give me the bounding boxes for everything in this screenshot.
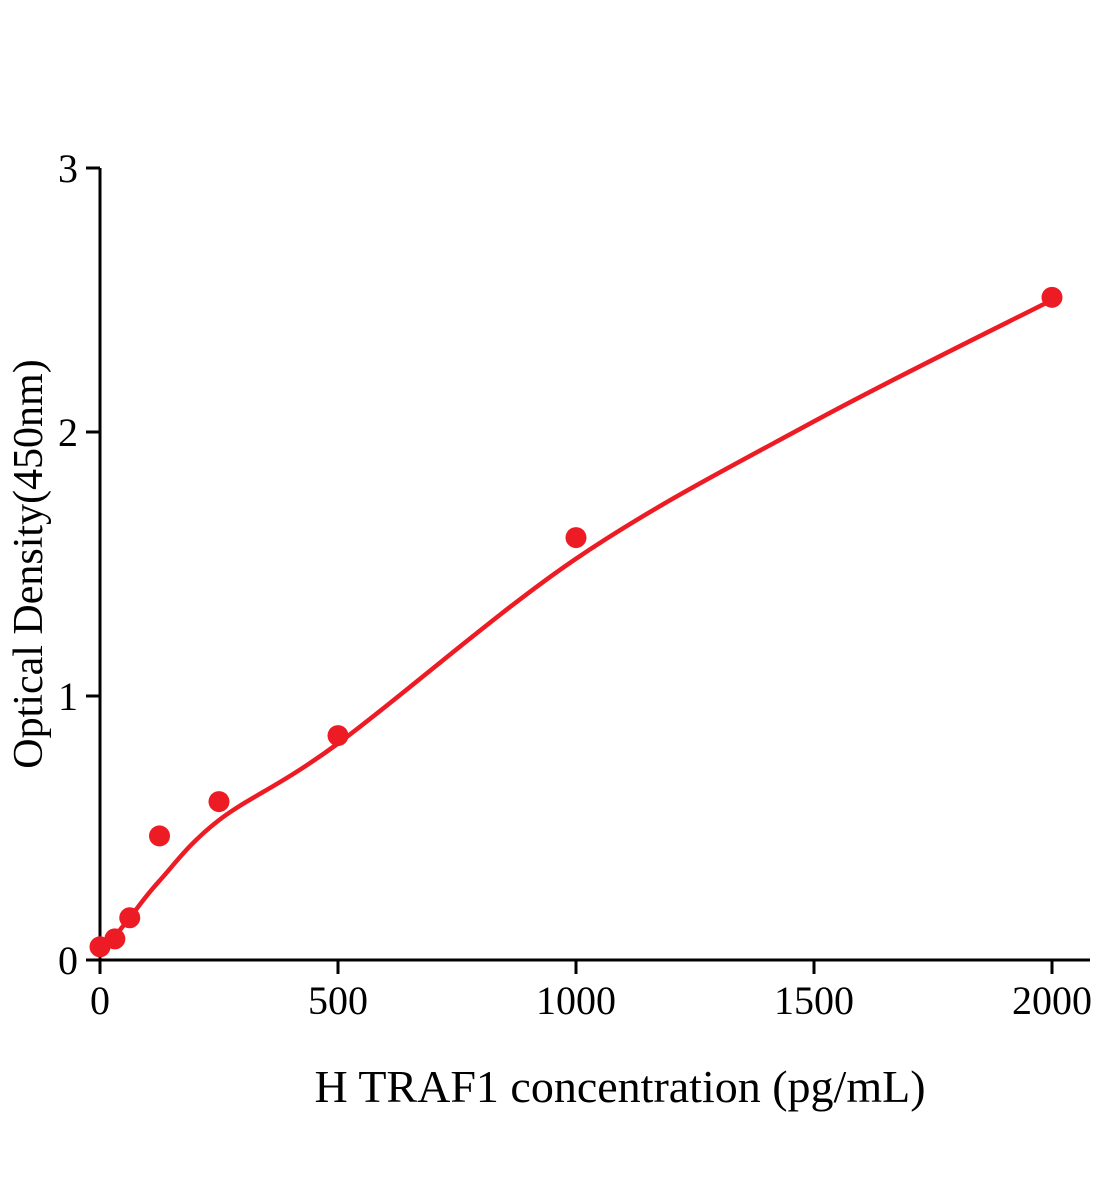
x-tick-label: 1500 xyxy=(774,978,854,1023)
data-point xyxy=(149,825,170,847)
y-tick-label: 3 xyxy=(58,146,78,191)
plot-area: 0 1 2 3 0 500 1000 1500 2000 xyxy=(58,146,1092,1023)
data-point xyxy=(104,928,126,950)
y-tick-label: 1 xyxy=(58,674,78,719)
data-point xyxy=(1041,286,1063,308)
x-tick-label: 0 xyxy=(90,978,110,1023)
data-point xyxy=(327,725,349,747)
data-point xyxy=(208,791,230,813)
data-point xyxy=(565,527,587,549)
x-tick-label: 2000 xyxy=(1012,978,1092,1023)
y-tick-label: 0 xyxy=(58,938,78,983)
x-tick-label: 1000 xyxy=(536,978,616,1023)
x-tick-label: 500 xyxy=(308,978,368,1023)
data-point xyxy=(119,907,141,929)
y-tick-label: 2 xyxy=(58,410,78,455)
y-axis-label: Optical Density(450nm) xyxy=(6,359,52,768)
x-axis-label: H TRAF1 concentration (pg/mL) xyxy=(314,1061,925,1112)
fit-curve xyxy=(97,297,1055,957)
